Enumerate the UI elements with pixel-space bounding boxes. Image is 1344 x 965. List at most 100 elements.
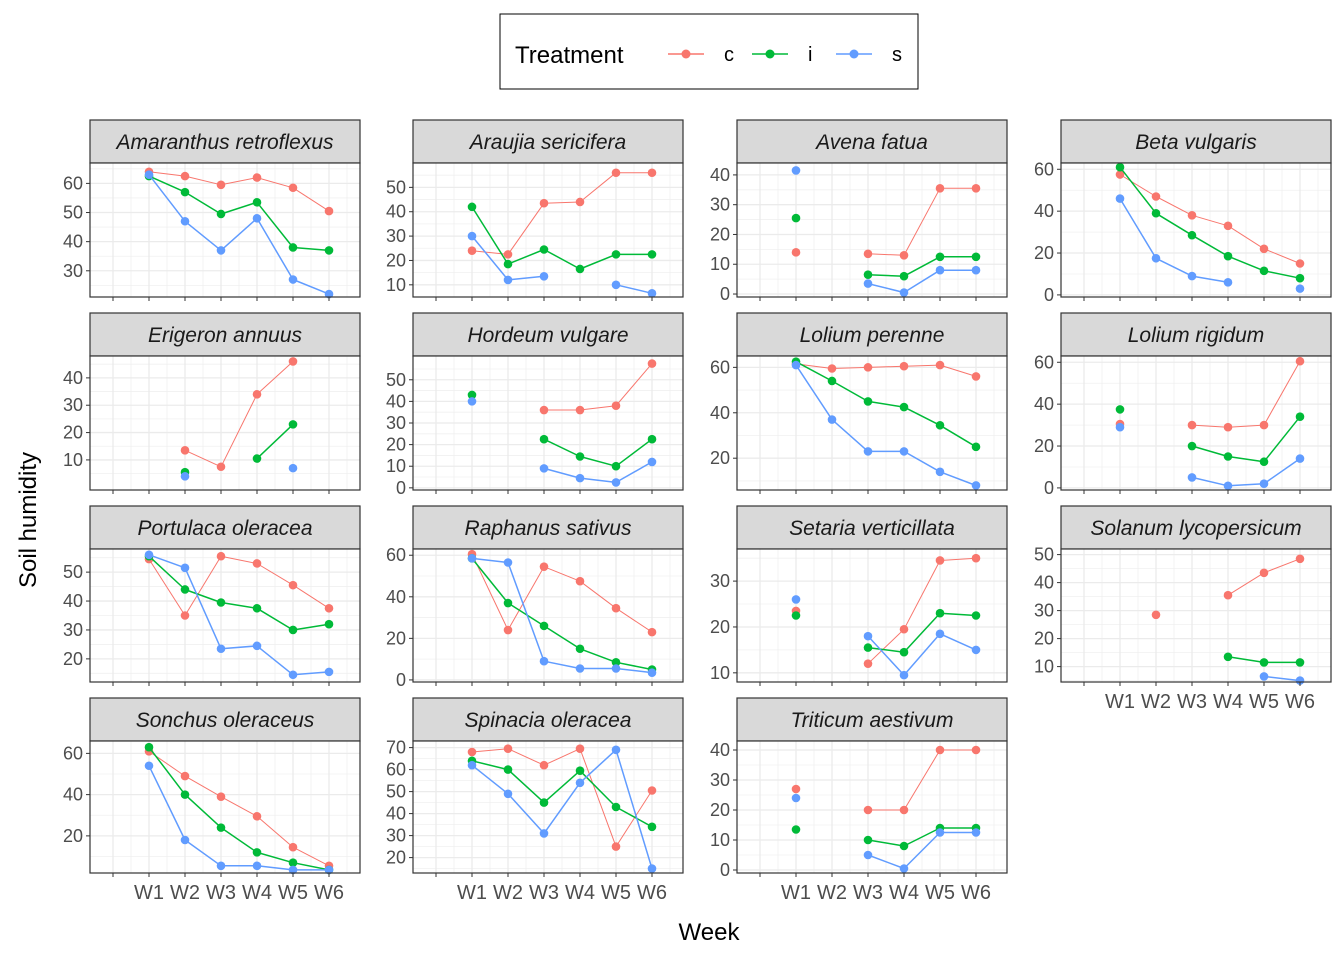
panel-strip bbox=[736, 312, 1008, 357]
y-tick-label: 30 bbox=[386, 226, 406, 246]
series-line-c bbox=[544, 363, 653, 411]
panel-strip bbox=[736, 119, 1008, 164]
data-point-s-w3 bbox=[863, 279, 873, 288]
data-point-c-w4 bbox=[1223, 221, 1233, 231]
panel-title: Avena fatua bbox=[814, 131, 928, 154]
x-tick-label-w3: W3 bbox=[529, 882, 559, 904]
data-point-i-w1 bbox=[467, 390, 477, 400]
series-line-c bbox=[795, 363, 977, 377]
series-line-s bbox=[867, 633, 977, 676]
data-point-i-w2 bbox=[827, 376, 837, 386]
panel-raphanus-sativus: Raphanus sativus 0 20 40 60 bbox=[386, 505, 684, 690]
y-tick-label: 20 bbox=[386, 848, 406, 868]
data-point-s-w2 bbox=[503, 558, 513, 567]
data-point-i-w5 bbox=[1259, 457, 1269, 467]
x-tick-label-w5: W5 bbox=[1249, 691, 1279, 713]
data-point-s-w6 bbox=[324, 289, 334, 299]
y-tick-label: 40 bbox=[710, 403, 730, 423]
panel-background bbox=[90, 356, 360, 490]
panel-avena-fatua: Avena fatua 0 10 20 30 40 bbox=[710, 119, 1008, 304]
y-tick-label: 30 bbox=[710, 770, 730, 790]
panel-strip bbox=[736, 505, 1008, 550]
panel-background bbox=[90, 741, 360, 873]
data-point-s-w3 bbox=[539, 271, 549, 281]
data-point-s-w3 bbox=[216, 246, 226, 255]
series-line-s bbox=[1191, 457, 1301, 487]
data-point-s-w3 bbox=[863, 447, 873, 456]
y-tick-label: 40 bbox=[710, 165, 730, 185]
series-line-i bbox=[543, 438, 653, 467]
data-point-s-w2 bbox=[180, 216, 190, 226]
data-point-s-w4 bbox=[1223, 481, 1233, 491]
panel-strip bbox=[89, 505, 361, 550]
series-line-c bbox=[148, 750, 330, 867]
y-tick-label: 10 bbox=[386, 456, 406, 476]
panel-triticum-aestivum: Triticum aestivum 0 10 20 30 40 bbox=[710, 697, 1008, 880]
series-line-i bbox=[148, 175, 330, 252]
y-tick-label: 20 bbox=[63, 649, 83, 669]
data-point-s-w4 bbox=[575, 664, 585, 673]
series-s bbox=[791, 793, 981, 873]
data-point-s-w5 bbox=[1259, 672, 1269, 681]
data-point-i-w2 bbox=[180, 790, 190, 799]
data-point-i-w5 bbox=[611, 250, 621, 259]
panel-title: Spinacia oleracea bbox=[465, 709, 632, 732]
data-point-i-w5 bbox=[1259, 266, 1269, 276]
series-line-c bbox=[148, 171, 330, 212]
panel-border bbox=[736, 355, 1008, 491]
y-tick-label: 10 bbox=[710, 663, 730, 683]
data-point-c-w3 bbox=[216, 551, 226, 561]
series-i bbox=[791, 357, 981, 452]
panel-erigeron-annuus: Erigeron annuus 10 20 30 40 bbox=[63, 312, 361, 494]
series-line-i bbox=[795, 361, 977, 448]
data-point-s-w1 bbox=[144, 761, 154, 771]
data-point-c-w2 bbox=[1151, 192, 1161, 201]
series-line-c bbox=[471, 748, 653, 848]
data-point-s-w4 bbox=[1223, 278, 1233, 287]
panel-strip bbox=[1060, 312, 1332, 357]
data-point-i-w4 bbox=[1223, 652, 1233, 662]
data-point-s-w1 bbox=[791, 166, 801, 175]
series-line-s bbox=[795, 364, 977, 487]
data-point-c-w5 bbox=[1259, 568, 1269, 578]
y-tick-label: 20 bbox=[386, 435, 406, 455]
series-line-i bbox=[471, 206, 652, 270]
y-tick-label: 30 bbox=[63, 620, 83, 640]
panel-strip bbox=[412, 505, 684, 550]
series-line-s bbox=[1119, 198, 1229, 284]
series-s bbox=[467, 745, 657, 873]
data-point-c-w6 bbox=[971, 553, 981, 563]
series-s bbox=[1259, 672, 1305, 685]
data-point-s-w6 bbox=[971, 645, 981, 655]
data-point-i-w6 bbox=[1295, 658, 1305, 667]
data-point-i-w6 bbox=[971, 611, 981, 620]
x-tick-label-w5: W5 bbox=[601, 882, 631, 904]
panel-title: Solanum lycopersicum bbox=[1090, 517, 1301, 540]
data-point-s-w4 bbox=[252, 641, 262, 651]
series-line-c bbox=[184, 361, 294, 468]
data-point-c-w4 bbox=[899, 361, 909, 371]
y-tick-label: 40 bbox=[63, 591, 83, 611]
data-point-i-w3 bbox=[216, 823, 226, 832]
data-point-c-w6 bbox=[971, 372, 981, 381]
panel-title: Araujia sericifera bbox=[468, 131, 626, 154]
y-tick-label: 30 bbox=[63, 395, 83, 415]
panel-beta-vulgaris: Beta vulgaris 0 20 40 60 bbox=[1034, 119, 1332, 305]
series-line-i bbox=[867, 256, 976, 277]
y-tick-label: 10 bbox=[386, 275, 406, 295]
data-point-s-w1 bbox=[791, 793, 801, 803]
panel-border bbox=[412, 740, 684, 874]
data-point-s-w4 bbox=[899, 864, 909, 873]
y-tick-label: 70 bbox=[386, 738, 406, 758]
y-tick-label: 0 bbox=[720, 284, 730, 304]
data-point-s-w1 bbox=[791, 595, 801, 604]
panel-strip bbox=[412, 697, 684, 742]
data-point-i-w3 bbox=[1187, 441, 1197, 451]
series-s bbox=[180, 463, 298, 481]
panel-strip bbox=[412, 119, 684, 164]
series-line-i bbox=[148, 746, 330, 871]
data-point-s-w3 bbox=[1187, 271, 1197, 281]
y-tick-label: 20 bbox=[1034, 629, 1054, 649]
y-tick-label: 10 bbox=[710, 254, 730, 274]
data-point-c-w2 bbox=[180, 171, 190, 181]
